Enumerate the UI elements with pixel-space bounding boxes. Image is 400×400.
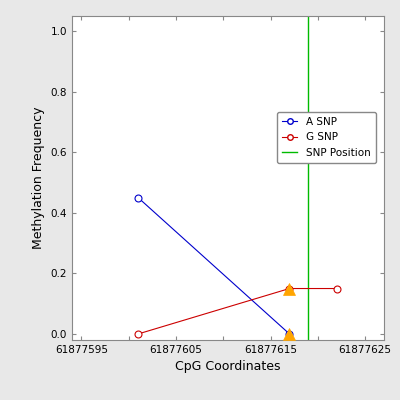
X-axis label: CpG Coordinates: CpG Coordinates	[175, 360, 281, 374]
Y-axis label: Methylation Frequency: Methylation Frequency	[32, 107, 45, 249]
Legend: A SNP, G SNP, SNP Position: A SNP, G SNP, SNP Position	[276, 112, 376, 163]
